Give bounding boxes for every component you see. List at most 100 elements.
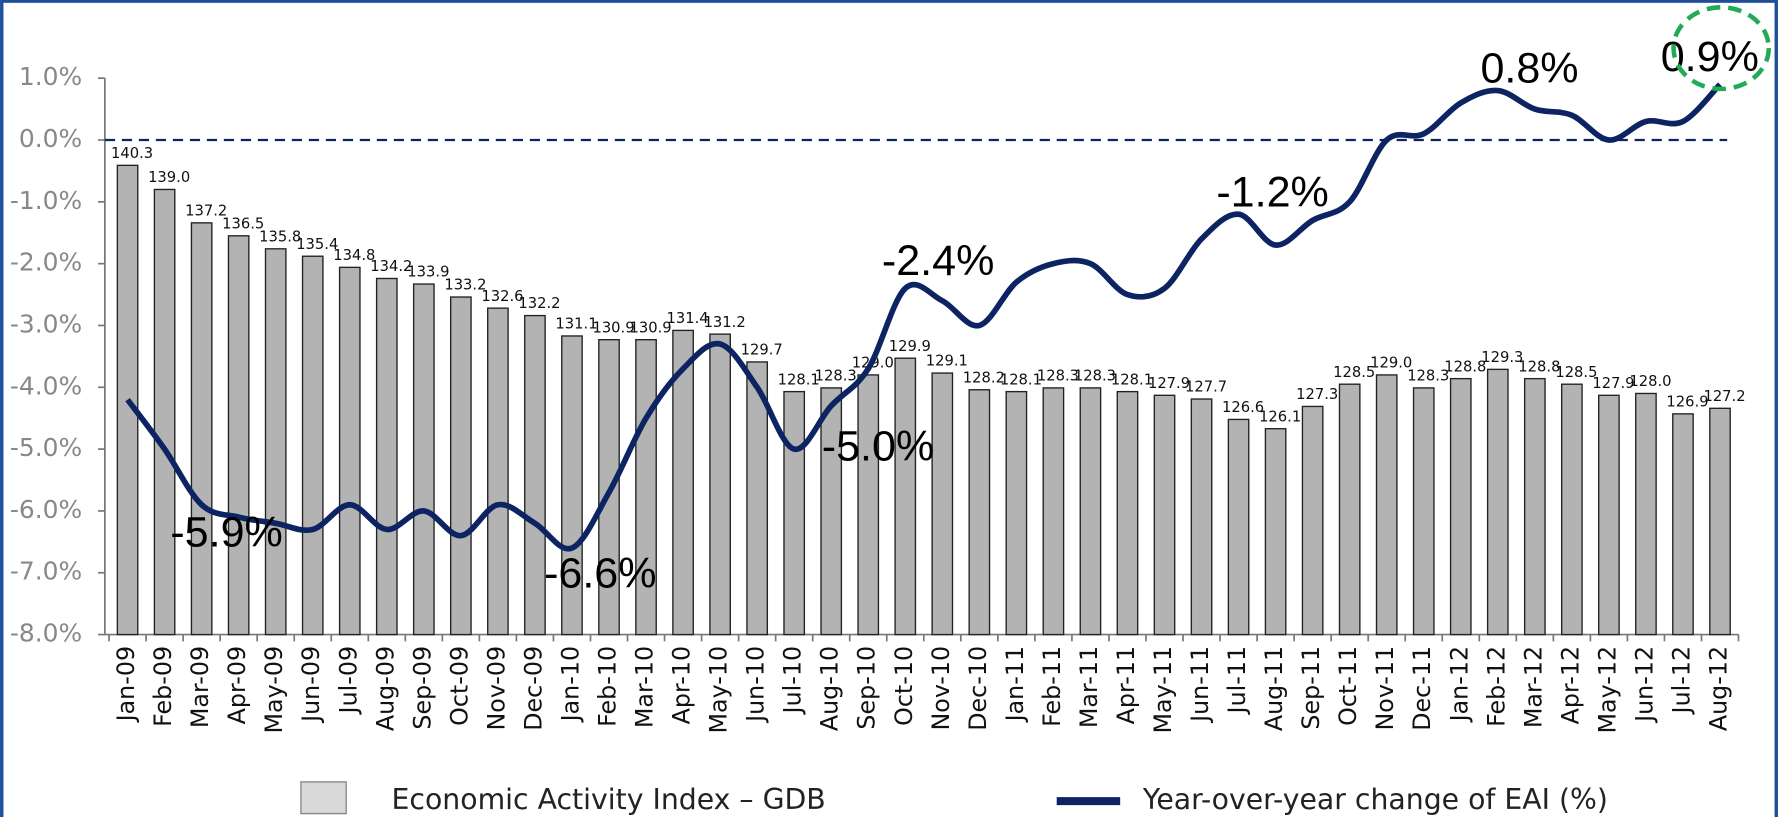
bar-value-label: 131.4 [667, 310, 709, 327]
x-tick-label: Oct-11 [1334, 646, 1362, 726]
bar-value-label: 128.1 [778, 371, 820, 388]
bar-value-label: 128.3 [815, 368, 857, 385]
x-tick-label: Mar-12 [1519, 646, 1547, 728]
bar-value-label: 135.8 [259, 228, 301, 245]
y-tick-label: -7.0% [10, 557, 82, 586]
bar [1116, 390, 1139, 636]
x-tick-label: Nov-10 [927, 646, 955, 731]
bar [1560, 383, 1583, 636]
bar [1486, 368, 1509, 636]
x-tick-label: Feb-09 [149, 646, 177, 727]
bar-value-label: 127.9 [1148, 375, 1190, 392]
bar-value-label: 136.5 [222, 215, 264, 232]
bar-value-label: 140.3 [111, 145, 153, 162]
bar-value-label: 128.8 [1518, 358, 1560, 375]
bar-value-label: 139.0 [148, 169, 190, 186]
bar-value-label: 126.9 [1666, 394, 1708, 411]
bar [412, 283, 435, 636]
bar [1153, 394, 1176, 636]
bar [1523, 377, 1546, 636]
x-tick-label: Nov-09 [482, 646, 510, 731]
x-tick-label: Jan-11 [1001, 646, 1029, 724]
bar-value-label: 128.5 [1333, 364, 1375, 381]
bar [1190, 398, 1213, 636]
y-tick-label: -8.0% [10, 619, 82, 648]
bar-value-label: 128.0 [1629, 373, 1671, 390]
bar-value-label: 128.1 [1000, 371, 1042, 388]
bar [931, 372, 954, 636]
bar [1301, 405, 1324, 636]
bar [1375, 374, 1398, 636]
bar [1635, 392, 1657, 636]
bar-value-label: 128.2 [963, 369, 1005, 386]
bar [783, 390, 806, 636]
bar-value-label: 130.9 [629, 319, 671, 336]
bar-value-label: 135.4 [296, 236, 338, 253]
x-tick-label: Jan-09 [112, 646, 140, 724]
value-annotation: -5.9% [170, 509, 282, 557]
x-tick-label: Apr-10 [668, 646, 696, 724]
bar [264, 248, 287, 636]
bar [709, 333, 731, 636]
value-annotation: -5.0% [822, 422, 934, 470]
bar [487, 307, 509, 636]
bar-value-label: 129.9 [889, 338, 931, 355]
x-tick-label: Mar-09 [186, 646, 214, 728]
y-tick-label: -1.0% [10, 186, 82, 215]
bar [894, 357, 917, 636]
bar [672, 329, 694, 636]
x-tick-label: May-12 [1593, 646, 1621, 734]
x-tick-label: Apr-12 [1556, 646, 1584, 724]
bar [375, 277, 398, 636]
bar [301, 255, 324, 636]
bar-value-label: 128.3 [1407, 368, 1449, 385]
bar-value-label: 133.2 [444, 277, 486, 294]
x-tick-label: Jun-11 [1186, 646, 1214, 724]
legend-label: Year-over-year change of EAI (%) [1142, 783, 1608, 816]
bar-value-label: 127.9 [1592, 375, 1634, 392]
bar [1709, 407, 1731, 636]
bar-value-label: 129.3 [1481, 349, 1523, 366]
bar-value-label: 126.1 [1259, 408, 1301, 425]
bar-value-label: 129.0 [1370, 355, 1412, 372]
bar-value-label: 131.1 [555, 316, 597, 333]
value-annotation: -2.4% [882, 237, 994, 285]
x-tick-label: Apr-09 [223, 646, 251, 724]
x-tick-label: Dec-11 [1408, 646, 1436, 731]
x-tick-label: Sep-09 [408, 646, 436, 730]
value-annotation: 0.9% [1661, 33, 1759, 81]
x-tick-label: Jan-12 [1445, 646, 1473, 724]
bar [968, 389, 991, 636]
bar [449, 296, 472, 636]
bar-value-label: 127.7 [1185, 379, 1227, 396]
bar-value-label: 134.2 [370, 258, 412, 275]
x-tick-label: Jul-10 [779, 646, 807, 716]
bar [524, 314, 546, 636]
value-annotation: -1.2% [1216, 168, 1328, 216]
bar [227, 235, 250, 636]
bar [1449, 377, 1472, 636]
x-tick-label: May-09 [260, 646, 288, 734]
x-tick-label: Dec-10 [964, 646, 992, 731]
line [125, 82, 1723, 552]
bar [1598, 394, 1620, 636]
x-tick-label: Feb-11 [1038, 646, 1066, 727]
bar-value-label: 130.9 [592, 319, 634, 336]
bar [1005, 390, 1028, 636]
bar-value-label: 128.1 [1111, 371, 1153, 388]
bar [1672, 413, 1694, 636]
y-tick-label: -2.0% [10, 248, 82, 277]
bar-value-label: 132.6 [481, 288, 523, 305]
bar-value-label: 137.2 [185, 203, 227, 220]
bar [338, 266, 361, 636]
value-annotation: 0.8% [1480, 45, 1578, 93]
x-tick-label: Jul-12 [1667, 646, 1695, 716]
x-tick-label: Oct-09 [445, 646, 473, 726]
x-tick-label: Feb-10 [594, 646, 622, 727]
bar [561, 335, 583, 636]
x-tick-label: Aug-12 [1705, 646, 1733, 731]
bar-value-label: 128.5 [1555, 364, 1597, 381]
x-tick-label: Dec-09 [519, 646, 547, 731]
